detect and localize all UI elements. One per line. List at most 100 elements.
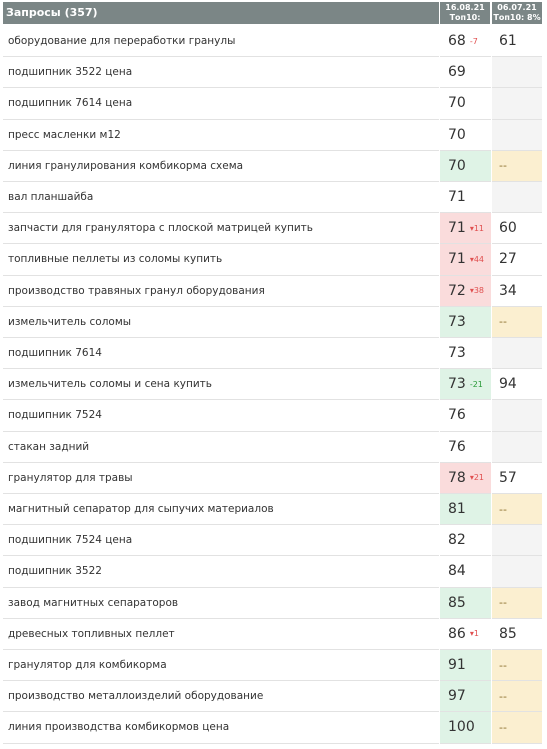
query-cell: подшипник 3522 цена bbox=[3, 57, 439, 89]
query-cell: топливные пеллеты из соломы купить bbox=[3, 244, 439, 276]
delta: -21 bbox=[469, 379, 483, 389]
position-cell: 84 bbox=[440, 556, 491, 588]
query-cell: линия гранулирования комбикорма схема bbox=[3, 151, 439, 182]
previous-position: -- bbox=[499, 315, 507, 329]
previous-position: 61 bbox=[499, 33, 517, 50]
previous-cell: -- bbox=[492, 650, 542, 682]
previous-position: -- bbox=[499, 720, 507, 734]
position-cell: 73 bbox=[440, 306, 491, 338]
col-date: 06.07.21 bbox=[497, 3, 537, 12]
col-top: Топ10: 8% bbox=[493, 13, 541, 22]
position-cell: 76 bbox=[440, 431, 491, 463]
query-cell: запчасти для гранулятора с плоской матри… bbox=[3, 213, 439, 245]
position: 91 bbox=[448, 657, 466, 674]
previous-cell: 57 bbox=[492, 462, 542, 494]
delta: ▾11 bbox=[469, 223, 485, 233]
previous-cell: -- bbox=[492, 712, 542, 744]
query-cell: подшипник 7614 bbox=[3, 338, 439, 370]
query-cell: подшипник 7614 цена bbox=[3, 88, 439, 120]
position: 76 bbox=[448, 407, 466, 424]
query-cell: производство металлоизделий оборудование bbox=[3, 681, 439, 713]
position-cell: 70 bbox=[440, 88, 491, 120]
previous-cell: -- bbox=[492, 306, 542, 338]
query-cell: стакан задний bbox=[3, 432, 439, 463]
delta: -7 bbox=[469, 36, 478, 46]
position-cell: 72 ▾38 bbox=[440, 275, 491, 307]
previous-cell: -- bbox=[492, 150, 542, 182]
header-col[interactable]: 16.08.21 Топ10: 28% bbox=[440, 2, 490, 32]
query-cell: подшипник 7524 цена bbox=[3, 525, 439, 557]
position-cell: 85 bbox=[440, 587, 491, 619]
previous-position: -- bbox=[499, 159, 507, 173]
previous-cell bbox=[492, 182, 542, 214]
previous-cell bbox=[492, 400, 542, 432]
query-cell: производство травяных гранул оборудовани… bbox=[3, 276, 439, 307]
previous-cell bbox=[492, 57, 542, 89]
delta: ▾1 bbox=[469, 629, 479, 639]
previous-position: 27 bbox=[499, 251, 517, 268]
position: 71 bbox=[448, 220, 466, 237]
position: 78 bbox=[448, 469, 466, 486]
query-cell: измельчитель соломы и сена купить bbox=[3, 369, 439, 401]
position: 69 bbox=[448, 64, 466, 81]
query-cell: подшипник 3522 bbox=[3, 556, 439, 588]
position: 70 bbox=[448, 126, 466, 143]
position: 70 bbox=[448, 157, 466, 174]
previous-cell: -- bbox=[492, 494, 542, 526]
header-col[interactable]: 06.07.21 Топ10: 8% bbox=[492, 2, 542, 24]
position: 97 bbox=[448, 688, 466, 705]
position: 73 bbox=[448, 345, 466, 362]
previous-position: -- bbox=[499, 596, 507, 610]
position: 84 bbox=[448, 563, 466, 580]
position: 76 bbox=[448, 438, 466, 455]
position: 82 bbox=[448, 532, 466, 549]
previous-position: 85 bbox=[499, 625, 517, 642]
position-cell: 70 bbox=[440, 119, 491, 151]
position-cell: 100 bbox=[440, 712, 491, 744]
position: 85 bbox=[448, 594, 466, 611]
previous-cell: 27 bbox=[492, 244, 542, 276]
previous-position: -- bbox=[499, 689, 507, 703]
query-cell: измельчитель соломы bbox=[3, 307, 439, 338]
query-cell: гранулятор для комбикорма bbox=[3, 650, 439, 682]
previous-cell: 61 bbox=[492, 26, 542, 58]
position-cell: 71 bbox=[440, 182, 491, 214]
delta: ▾21 bbox=[469, 473, 485, 483]
position-cell: 76 bbox=[440, 400, 491, 432]
position-cell: 97 bbox=[440, 681, 491, 713]
previous-position: -- bbox=[499, 502, 507, 516]
previous-position: 94 bbox=[499, 376, 517, 393]
query-cell: вал планшайба bbox=[3, 182, 439, 214]
position: 86 bbox=[448, 625, 466, 642]
position: 100 bbox=[448, 719, 475, 736]
previous-cell: -- bbox=[492, 587, 542, 619]
query-cell: подшипник 7524 bbox=[3, 400, 439, 432]
previous-cell: 34 bbox=[492, 275, 542, 307]
position-cell: 91 bbox=[440, 650, 491, 682]
query-cell: пресс масленки м12 bbox=[3, 120, 439, 151]
position-cell: 86 ▾1 bbox=[440, 618, 491, 650]
position-cell: 73 -21 bbox=[440, 369, 491, 401]
header-title[interactable]: Запросы (357) bbox=[3, 2, 439, 24]
position-cell: 70 bbox=[440, 150, 491, 182]
query-cell: магнитный сепаратор для сыпучих материал… bbox=[3, 494, 439, 526]
position: 73 bbox=[448, 376, 466, 393]
query-cell: оборудование для переработки гранулы bbox=[3, 26, 439, 58]
previous-cell bbox=[492, 431, 542, 463]
position: 71 bbox=[448, 251, 466, 268]
query-cell: линия производства комбикормов цена bbox=[3, 712, 439, 744]
position-cell: 71 ▾11 bbox=[440, 213, 491, 245]
previous-cell bbox=[492, 338, 542, 370]
position-cell: 81 bbox=[440, 494, 491, 526]
previous-cell: 60 bbox=[492, 213, 542, 245]
previous-position: -- bbox=[499, 658, 507, 672]
previous-position: 60 bbox=[499, 220, 517, 237]
position-cell: 82 bbox=[440, 525, 491, 557]
position: 72 bbox=[448, 282, 466, 299]
previous-cell: 85 bbox=[492, 618, 542, 650]
query-cell: древесных топливных пеллет bbox=[3, 619, 439, 650]
position: 68 bbox=[448, 33, 466, 50]
previous-cell bbox=[492, 525, 542, 557]
previous-position: 34 bbox=[499, 282, 517, 299]
position: 70 bbox=[448, 95, 466, 112]
